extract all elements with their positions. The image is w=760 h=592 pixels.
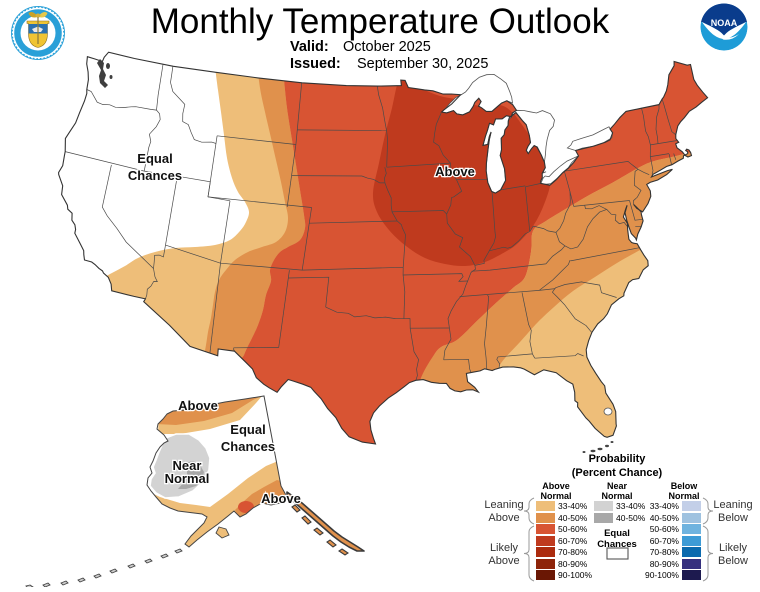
svg-text:Above: Above [488,555,519,567]
svg-text:Equal: Equal [230,422,265,437]
svg-text:Valid:October 2025: Valid: October 2025 [290,39,431,55]
svg-text:Probability: Probability [589,453,647,465]
svg-text:50-60%: 50-60% [650,524,680,534]
svg-text:90-100%: 90-100% [558,570,592,580]
svg-text:Chances: Chances [128,168,182,183]
svg-text:80-90%: 80-90% [558,559,588,569]
svg-text:70-80%: 70-80% [558,547,588,557]
svg-text:40-50%: 40-50% [616,513,646,523]
svg-text:Monthly Temperature Outlook: Monthly Temperature Outlook [151,2,610,41]
svg-text:NOAA: NOAA [711,18,738,28]
svg-text:33-40%: 33-40% [616,501,646,511]
svg-text:Above: Above [542,481,570,491]
svg-text:Likely: Likely [719,542,748,554]
svg-text:50-60%: 50-60% [558,524,588,534]
svg-text:Below: Below [671,481,699,491]
svg-text:Leaning: Leaning [713,499,752,511]
svg-text:Likely: Likely [490,542,519,554]
svg-text:Normal: Normal [601,491,632,501]
svg-text:Below: Below [718,512,748,524]
svg-text:60-70%: 60-70% [650,536,680,546]
svg-text:Normal: Normal [165,471,210,486]
svg-text:Equal: Equal [604,528,630,539]
svg-text:Normal: Normal [668,491,699,501]
svg-text:Normal: Normal [540,491,571,501]
svg-text:60-70%: 60-70% [558,536,588,546]
svg-text:Near: Near [607,481,628,491]
svg-text:Equal: Equal [137,151,172,166]
svg-text:Chances: Chances [597,539,637,550]
svg-text:80-90%: 80-90% [650,559,680,569]
svg-text:40-50%: 40-50% [650,513,680,523]
svg-text:33-40%: 33-40% [558,501,588,511]
svg-text:Leaning: Leaning [484,499,523,511]
svg-text:70-80%: 70-80% [650,547,680,557]
svg-text:Chances: Chances [221,439,275,454]
svg-text:Near: Near [173,458,202,473]
svg-text:Above: Above [261,491,301,506]
svg-text:33-40%: 33-40% [650,501,680,511]
svg-text:90-100%: 90-100% [645,570,679,580]
svg-text:Above: Above [488,512,519,524]
svg-text:Above: Above [178,398,218,413]
svg-text:Above: Above [435,164,475,179]
svg-text:Below: Below [718,555,748,567]
svg-text:Issued:September 30, 2025: Issued: September 30, 2025 [290,56,488,72]
svg-text:(Percent Chance): (Percent Chance) [572,467,663,479]
svg-text:40-50%: 40-50% [558,513,588,523]
